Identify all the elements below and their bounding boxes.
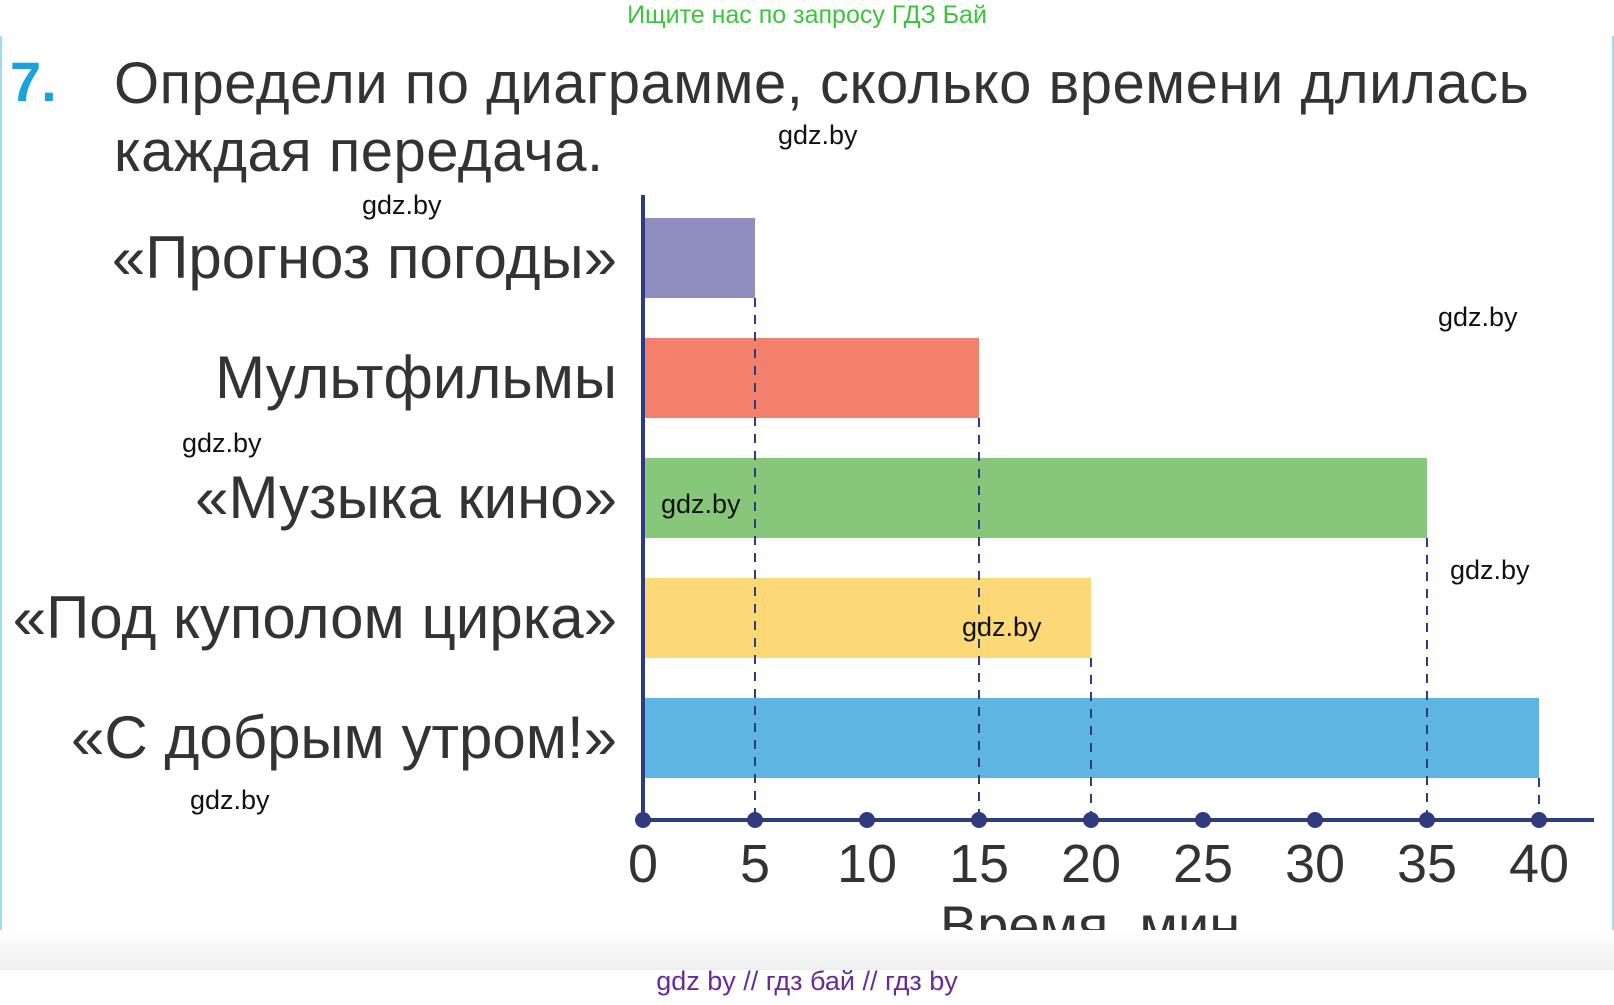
tick-label: 40 [1509,834,1569,894]
category-label: «С добрым утром!» [71,704,617,771]
tick-dot [1195,812,1211,828]
tick-label: 35 [1397,834,1457,894]
bar [643,458,1427,538]
watermark: gdz.by [661,489,741,519]
watermark: gdz.by [1438,302,1518,332]
tick-dot [859,812,875,828]
tick-label: 5 [740,834,770,894]
tick-label: 10 [837,834,897,894]
tick-dot [1531,812,1547,828]
watermark: gdz.by [778,120,858,150]
tick-dot [1419,812,1435,828]
tick-dot [635,812,651,828]
footer-watermark: gdz by // гдз бай // гдз by [656,966,958,996]
tick-dot [1083,812,1099,828]
tick-label: 20 [1061,834,1121,894]
top-banner: Ищите нас по запросу ГДЗ Бай [627,1,987,29]
watermark: gdz.by [1450,555,1530,585]
watermark: gdz.by [190,785,270,815]
bar [643,578,1091,658]
task-text: Определи по диаграмме, сколько времени д… [114,51,1530,184]
watermark: gdz.by [362,190,442,220]
frame-left-border [0,36,2,966]
tick-dot [1307,812,1323,828]
frame-right-border [1612,36,1614,966]
watermark: gdz.by [182,428,262,458]
tick-label: 30 [1285,834,1345,894]
footer-fade [0,930,1614,970]
tick-label: 25 [1173,834,1233,894]
category-label: «Прогноз погоды» [112,224,617,291]
tick-dot [971,812,987,828]
category-label: «Музыка кино» [195,464,617,531]
category-label: Мультфильмы [215,344,617,411]
bar [643,218,755,298]
watermark: gdz.by [962,612,1042,642]
tick-label: 0 [628,834,658,894]
category-label: «Под куполом цирка» [13,584,617,651]
tick-label: 15 [949,834,1009,894]
bar [643,338,979,418]
tick-dot [747,812,763,828]
task-number: 7. [10,50,57,113]
